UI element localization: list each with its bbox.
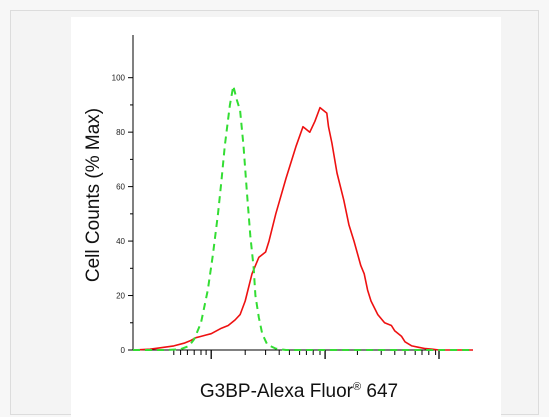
y-tick-label: 60 (116, 183, 125, 192)
x-axis-title-main: G3BP-Alexa Fluor (200, 381, 354, 402)
figure-frame: 0 20 40 60 80 100 Cell Counts (% Max) G3BP-Al… (10, 10, 539, 417)
y-axis-title: Cell Counts (% Max) (83, 108, 104, 282)
series-line-stained (132, 106, 473, 351)
plot-panel: 0 20 40 60 80 100 Cell Counts (% Max) G3BP-Al… (71, 17, 501, 417)
y-tick-label: 0 (121, 346, 126, 355)
series-line-control (133, 84, 473, 351)
chart-marks: 0 20 40 60 80 100 (112, 35, 473, 359)
y-tick-label: 80 (116, 128, 125, 137)
x-axis-title-suffix: 647 (361, 381, 398, 402)
y-tick-label: 100 (112, 74, 126, 83)
histogram-chart: 0 20 40 60 80 100 Cell Counts (% Max) G3BP-Al… (83, 35, 473, 402)
x-axis-title: G3BP-Alexa Fluor® 647 (200, 381, 398, 402)
y-tick-label: 40 (116, 237, 125, 246)
x-axis-title-superscript: ® (353, 381, 361, 393)
y-tick-label: 20 (116, 292, 125, 301)
